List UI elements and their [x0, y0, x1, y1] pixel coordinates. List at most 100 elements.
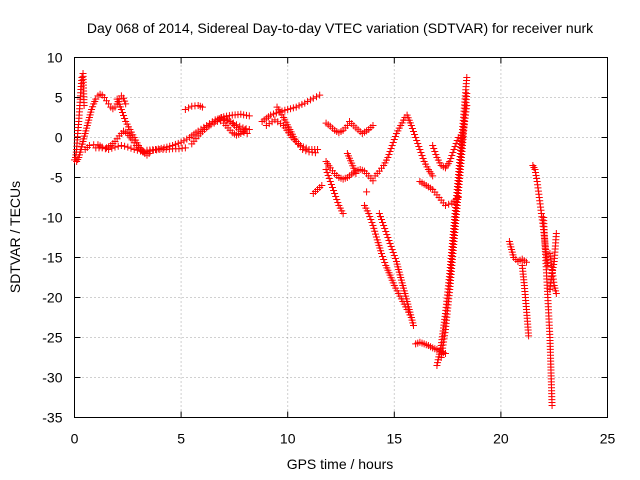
- data-point: [295, 102, 303, 110]
- data-point: [533, 175, 541, 182]
- data-point: [311, 149, 319, 157]
- y-tick-label: 10: [47, 50, 63, 66]
- data-point: [312, 93, 320, 101]
- y-tick-label: -30: [42, 370, 62, 386]
- data-point: [449, 149, 457, 156]
- data-point: [365, 210, 373, 217]
- data-point: [326, 178, 334, 185]
- series-track-03: [81, 127, 153, 157]
- data-point: [210, 119, 218, 127]
- data-point: [380, 222, 388, 229]
- data-point: [383, 231, 391, 238]
- data-point: [105, 146, 113, 153]
- data-point: [387, 145, 395, 152]
- series-track-02: [73, 90, 130, 165]
- data-point: [163, 143, 171, 151]
- data-point: [369, 222, 377, 229]
- data-point: [171, 140, 179, 148]
- data-point: [328, 184, 336, 191]
- x-tick-label: 5: [177, 431, 185, 447]
- series-track-17: [322, 119, 351, 137]
- data-point: [154, 145, 162, 153]
- series-track-33: [529, 162, 552, 269]
- data-point: [117, 142, 125, 149]
- data-point: [531, 166, 539, 173]
- series-track-10: [181, 102, 206, 113]
- data-point: [98, 144, 106, 152]
- data-point: [418, 152, 426, 159]
- data-point: [384, 234, 392, 241]
- data-point: [378, 250, 386, 257]
- data-point: [80, 102, 88, 109]
- data-point: [407, 122, 415, 129]
- data-point: [124, 143, 132, 151]
- y-tick-label: -20: [42, 290, 62, 306]
- data-point: [381, 259, 389, 266]
- data-point: [389, 139, 397, 146]
- data-point: [324, 172, 332, 179]
- data-point: [532, 169, 540, 176]
- data-point: [381, 225, 389, 232]
- data-point: [431, 148, 439, 155]
- data-point: [287, 105, 295, 113]
- data-point: [198, 103, 206, 111]
- data-point: [166, 142, 174, 150]
- data-point: [325, 175, 333, 182]
- data-point: [429, 142, 437, 149]
- data-point: [339, 210, 347, 217]
- plot-frame: [74, 57, 608, 418]
- data-point: [316, 91, 324, 99]
- data-point: [306, 96, 314, 104]
- data-point: [463, 74, 471, 81]
- series-track-22: [375, 210, 417, 329]
- data-point: [446, 158, 454, 165]
- data-point: [388, 246, 396, 253]
- data-point: [334, 199, 342, 206]
- data-point: [412, 134, 420, 141]
- data-point: [552, 230, 560, 237]
- data-point: [463, 90, 471, 97]
- x-tick-label: 20: [493, 431, 509, 447]
- data-point: [532, 172, 540, 179]
- data-point: [391, 255, 399, 262]
- data-point: [177, 138, 185, 146]
- data-point: [372, 233, 380, 241]
- grid: [74, 57, 608, 418]
- data-point: [451, 143, 459, 150]
- axis-ticks: 0 5 10 15 20 25 10 5 0 -5 -10 -15 -20 -25 -30 -35: [42, 50, 615, 447]
- data-point: [379, 219, 387, 226]
- data-point: [368, 219, 376, 226]
- data-point: [241, 126, 249, 133]
- data-point: [332, 193, 340, 200]
- data-point: [363, 188, 371, 196]
- data-point: [218, 114, 226, 121]
- data-point: [522, 258, 530, 266]
- data-point: [379, 253, 387, 260]
- data-point: [289, 104, 297, 112]
- x-tick-label: 10: [280, 431, 296, 447]
- data-point: [183, 135, 191, 143]
- data-point: [333, 196, 341, 203]
- y-tick-label: -25: [42, 330, 62, 346]
- data-point: [369, 122, 377, 129]
- series-track-27: [437, 90, 471, 361]
- data-point: [454, 194, 462, 201]
- series-track-20: [343, 150, 360, 177]
- data-point: [160, 144, 168, 152]
- data-point: [370, 224, 378, 232]
- data-point: [343, 122, 351, 129]
- data-point: [281, 106, 289, 114]
- data-point: [390, 252, 398, 259]
- data-point: [409, 322, 417, 329]
- data-point: [114, 142, 122, 150]
- data-point: [387, 243, 395, 250]
- data-point: [450, 146, 458, 153]
- data-point: [127, 144, 135, 152]
- data-point: [180, 137, 188, 145]
- data-point: [318, 182, 326, 189]
- data-point: [366, 213, 374, 220]
- data-point: [330, 187, 338, 194]
- data-point: [413, 137, 421, 144]
- y-tick-label: -35: [42, 410, 62, 426]
